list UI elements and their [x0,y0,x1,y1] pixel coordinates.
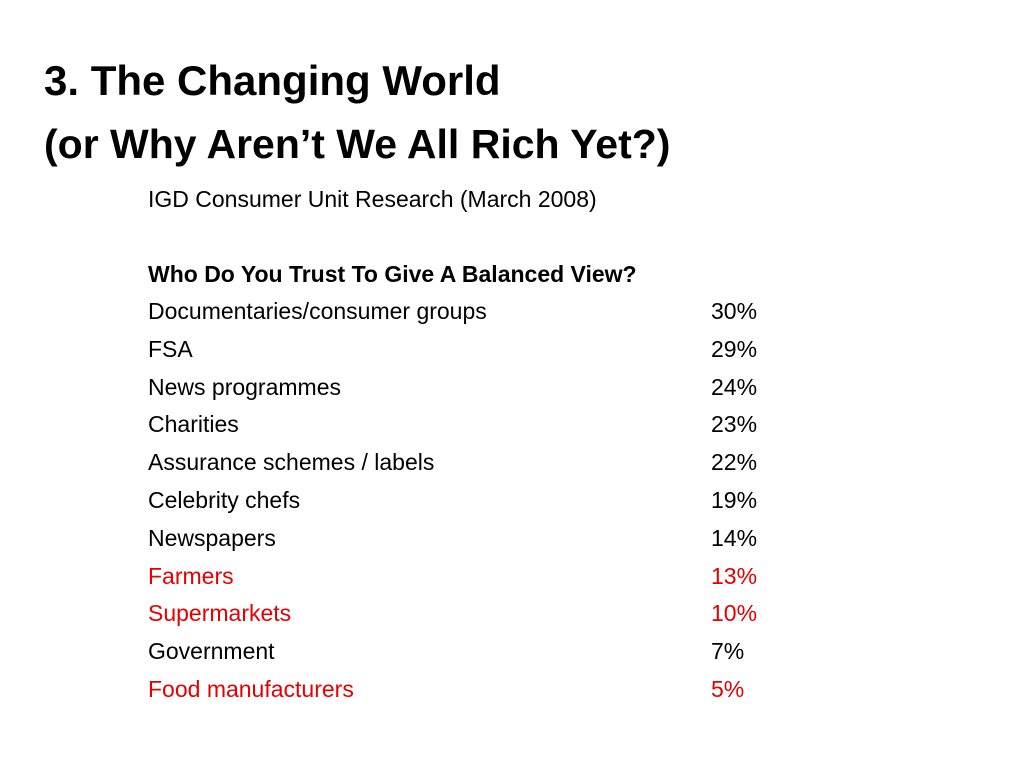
row-label: FSA [148,335,193,362]
list-item: Assurance schemes / labels 22% [148,448,848,486]
list-item: Food manufacturers 5% [148,675,848,713]
list-item: Charities 23% [148,410,848,448]
row-value: 19% [711,486,758,513]
row-label: Newspapers [148,524,276,551]
list-item: Farmers 13% [148,562,848,600]
row-value: 30% [711,298,758,324]
survey-question: Who Do You Trust To Give A Balanced View… [148,261,637,287]
row-value: 10% [711,600,758,627]
row-label: News programmes [148,373,341,400]
list-item: Supermarkets 10% [148,599,848,637]
list-item: Celebrity chefs 19% [148,486,848,524]
row-label: Government [148,638,275,665]
row-label: Supermarkets [148,600,292,627]
row-value: 7% [711,638,745,665]
row-label: Assurance schemes / labels [148,449,435,476]
row-label: Charities [148,411,239,438]
results-list: Documentaries/consumer groups 30% FSA 29… [148,297,848,713]
row-label: Farmers [148,562,234,589]
list-item: Newspapers 14% [148,524,848,562]
source-citation: IGD Consumer Unit Research (March 2008) [148,186,597,212]
list-item: News programmes 24% [148,373,848,411]
row-value: 22% [711,449,758,476]
row-value: 24% [711,373,758,400]
slide-subtitle-title: (or Why Aren’t We All Rich Yet?) [44,121,671,167]
row-label: Celebrity chefs [148,486,301,513]
row-value: 13% [711,562,758,589]
row-value: 29% [711,335,758,362]
row-label: Food manufacturers [148,675,354,702]
row-value: 23% [711,411,758,438]
list-item: FSA 29% [148,335,848,373]
row-label: Documentaries/consumer groups [148,298,487,324]
list-item: Documentaries/consumer groups 30% [148,297,848,335]
slide-title: 3. The Changing World [44,57,501,104]
row-value: 14% [711,524,758,551]
row-value: 5% [711,675,745,702]
list-item: Government 7% [148,637,848,675]
